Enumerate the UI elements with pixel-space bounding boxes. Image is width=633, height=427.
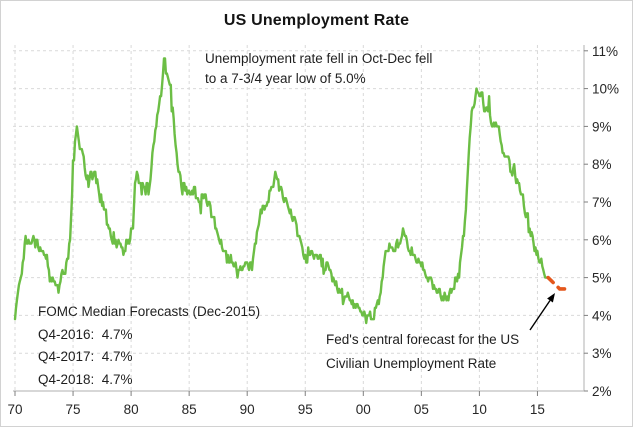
x-tick-label: 00 xyxy=(356,402,371,417)
x-tick-label: 90 xyxy=(240,402,255,417)
annotation-line: to a 7-3/4 year low of 5.0% xyxy=(205,71,366,86)
x-tick-label: 85 xyxy=(182,402,197,417)
unemployment-history-line xyxy=(13,57,550,325)
fomc-entry: Q4-2018: 4.7% xyxy=(38,371,133,387)
annotation-line: Unemployment rate fell in Oct-Dec fell xyxy=(205,51,433,66)
annotation-line: Civilian Unemployment Rate xyxy=(326,355,497,371)
y-tick-label: 3% xyxy=(592,346,612,361)
y-tick-label: 5% xyxy=(592,271,612,286)
forecast-arrow xyxy=(529,293,555,331)
y-tick-label: 4% xyxy=(592,308,612,323)
x-tick-label: 75 xyxy=(66,402,81,417)
x-tick-label: 95 xyxy=(298,402,313,417)
y-tick-label: 10% xyxy=(592,82,619,97)
fomc-entry: Q4-2017: 4.7% xyxy=(38,349,133,364)
y-tick-label: 6% xyxy=(592,233,612,248)
annotation-fomc-forecasts: FOMC Median Forecasts (Dec-2015) Q4-2016… xyxy=(38,301,260,391)
y-tick-label: 9% xyxy=(592,119,612,134)
y-tick-label: 11% xyxy=(592,44,618,59)
fomc-entry: Q4-2016: 4.7% xyxy=(38,326,133,342)
y-tick-label: 2% xyxy=(592,384,612,399)
annotation-fed-forecast-label: Fed's central forecast for the US Civili… xyxy=(326,328,519,375)
annotation-oct-dec-low: Unemployment rate fell in Oct-Dec fell t… xyxy=(205,49,432,89)
chart-title: US Unemployment Rate xyxy=(223,12,410,29)
x-tick-label: 10 xyxy=(472,402,487,417)
fomc-heading: FOMC Median Forecasts (Dec-2015) xyxy=(38,304,261,319)
y-tick-label: 7% xyxy=(592,195,612,210)
x-tick-label: 80 xyxy=(124,402,139,417)
x-tick-label: 05 xyxy=(414,402,429,417)
x-tick-label: 70 xyxy=(7,402,22,417)
y-tick-label: 8% xyxy=(592,157,612,172)
x-tick-label: 15 xyxy=(530,402,545,417)
forecast-dashed-line xyxy=(546,275,573,291)
annotation-line: Fed's central forecast for the US xyxy=(326,332,520,347)
